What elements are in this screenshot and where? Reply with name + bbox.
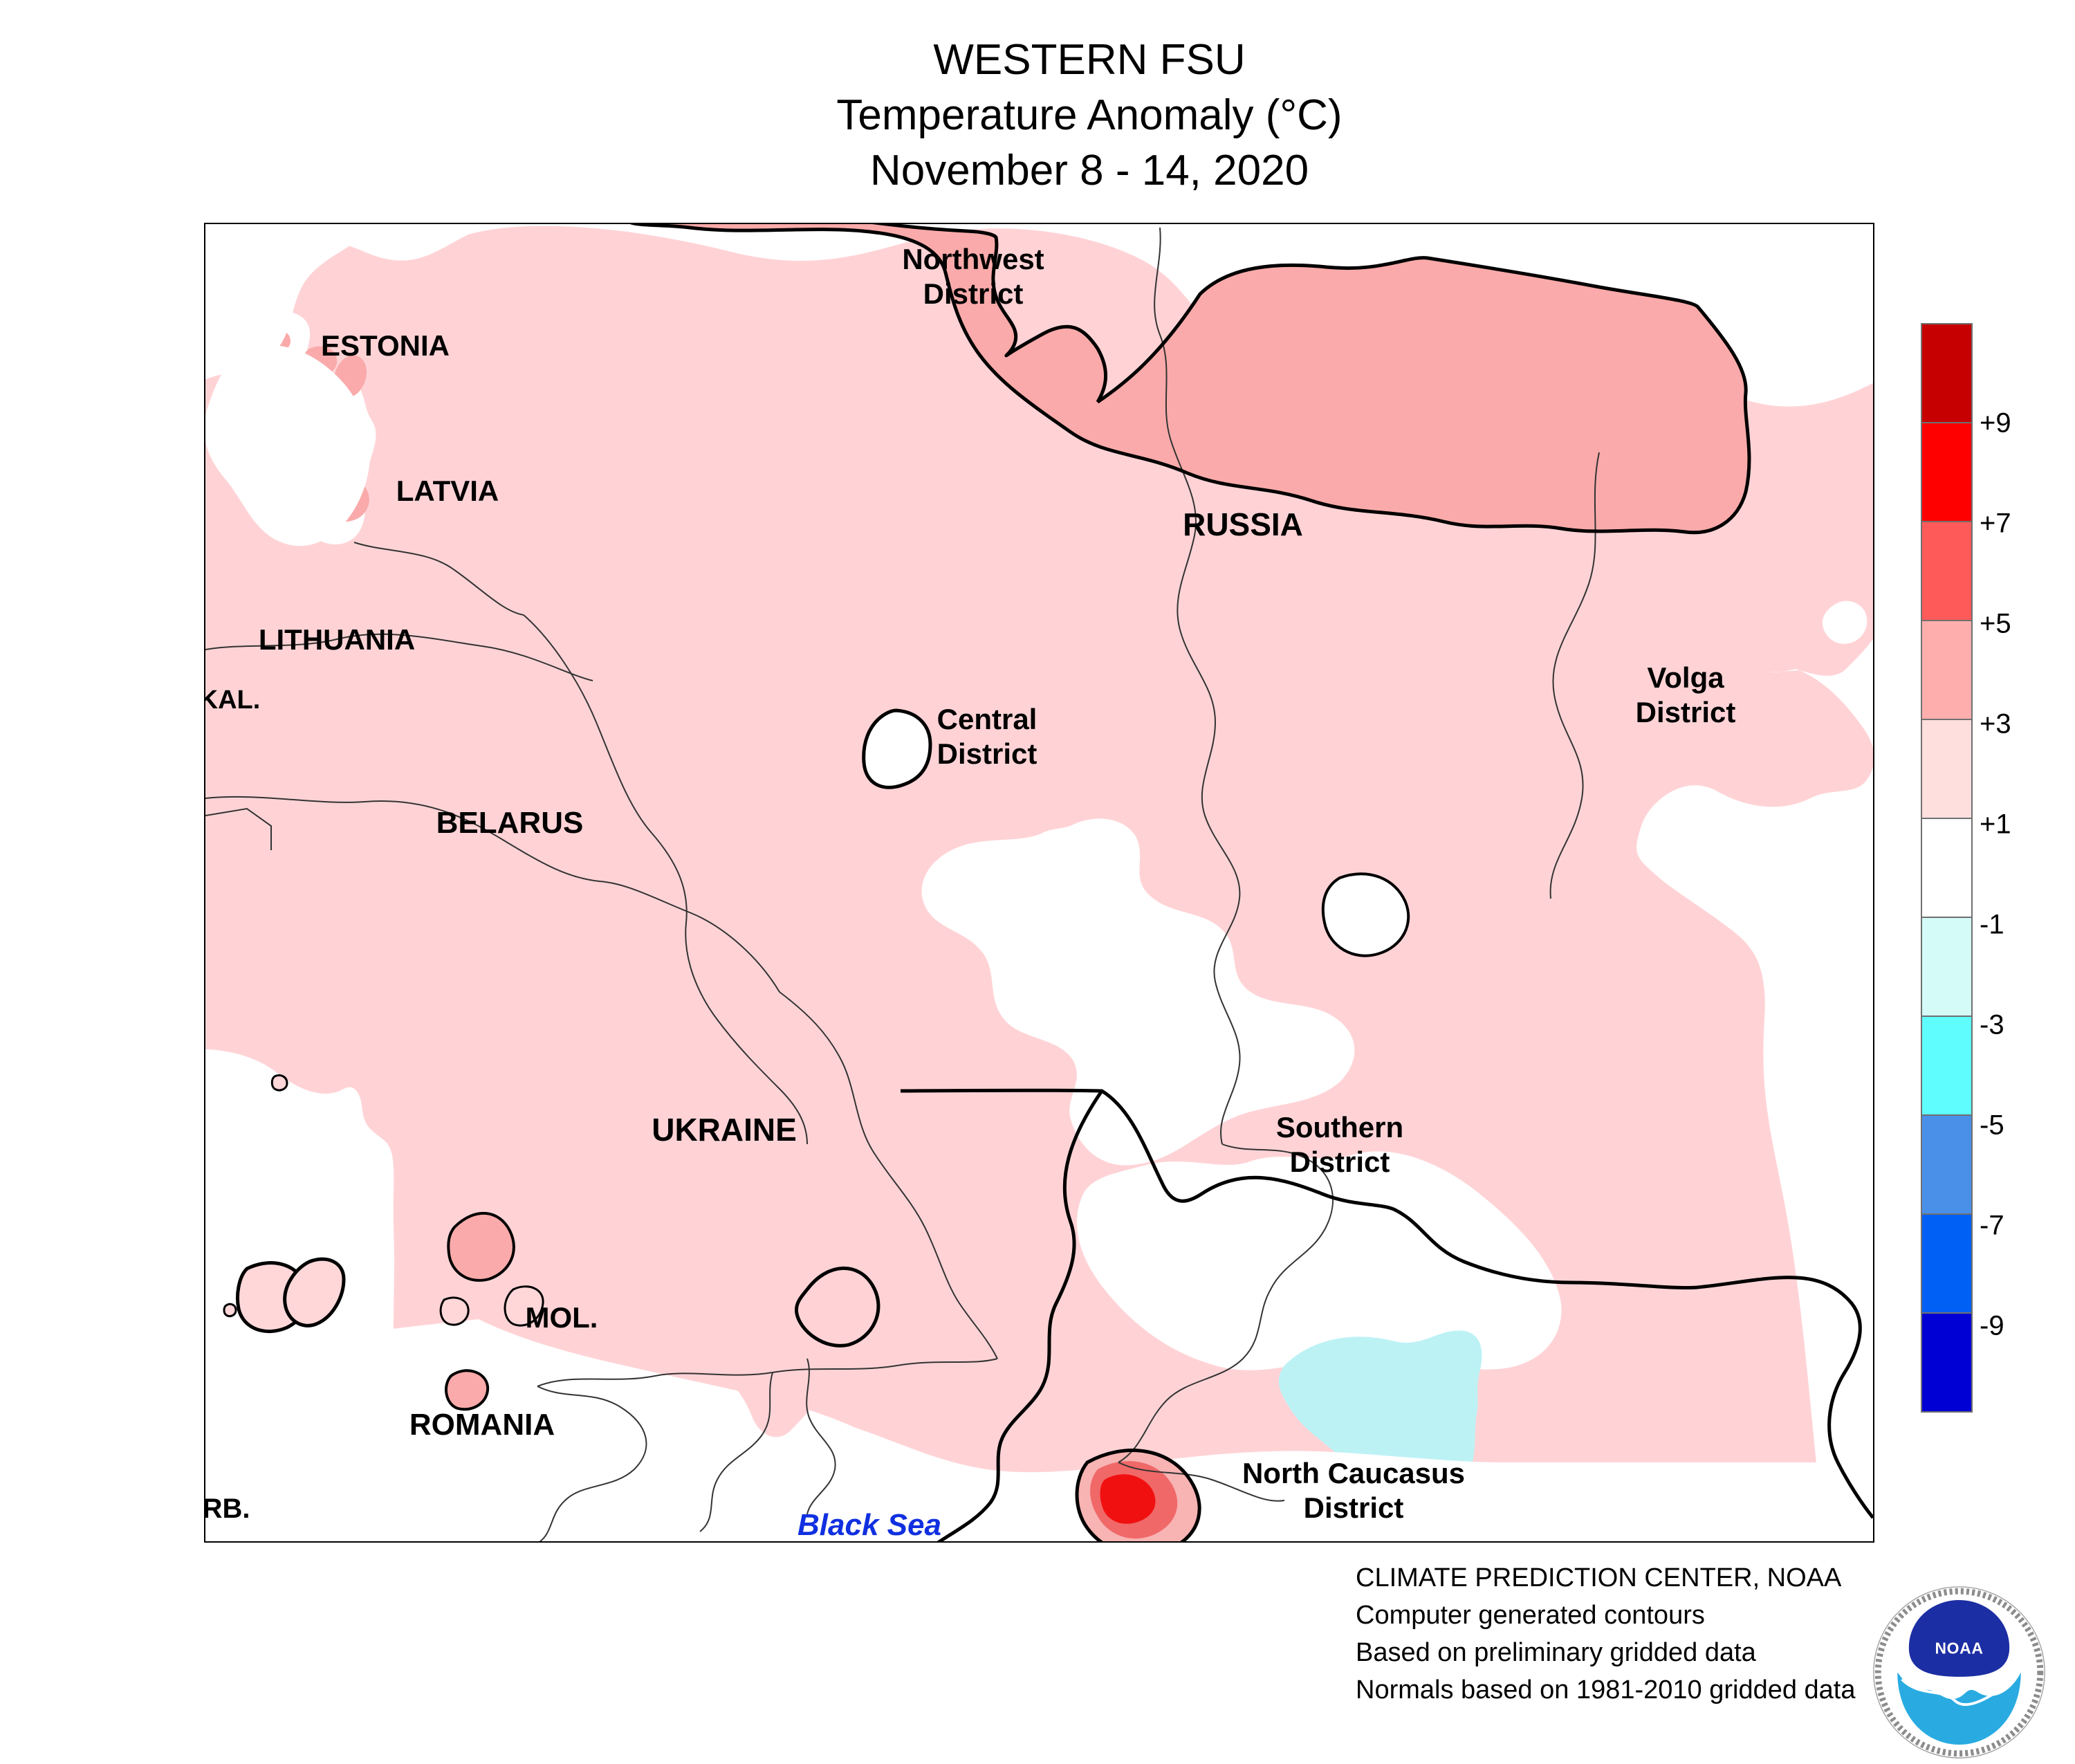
svg-text:MOL.: MOL. [526, 1301, 598, 1334]
svg-text:District: District [1304, 1491, 1404, 1524]
svg-text:Northwest: Northwest [902, 243, 1044, 275]
svg-text:ESTONIA: ESTONIA [321, 329, 450, 362]
svg-text:District: District [1290, 1146, 1390, 1178]
svg-text:LATVIA: LATVIA [396, 475, 499, 507]
svg-text:District: District [937, 737, 1038, 770]
svg-text:RB.: RB. [205, 1494, 250, 1524]
svg-text:Volga: Volga [1647, 661, 1724, 694]
svg-text:District: District [923, 277, 1024, 310]
svg-text:Southern: Southern [1276, 1111, 1403, 1143]
svg-text:BELARUS: BELARUS [436, 806, 584, 840]
svg-text:ROMANIA: ROMANIA [409, 1408, 555, 1442]
svg-text:District: District [1636, 696, 1736, 728]
svg-text:RUSSIA: RUSSIA [1183, 506, 1303, 542]
svg-text:Black Sea: Black Sea [797, 1508, 941, 1541]
svg-text:North Caucasus: North Caucasus [1242, 1457, 1465, 1489]
svg-text:LITHUANIA: LITHUANIA [259, 623, 415, 656]
svg-text:UKRAINE: UKRAINE [652, 1112, 797, 1148]
svg-text:NOAA: NOAA [1935, 1639, 1983, 1657]
svg-text:KAL.: KAL. [205, 686, 260, 715]
svg-text:Central: Central [937, 703, 1038, 735]
